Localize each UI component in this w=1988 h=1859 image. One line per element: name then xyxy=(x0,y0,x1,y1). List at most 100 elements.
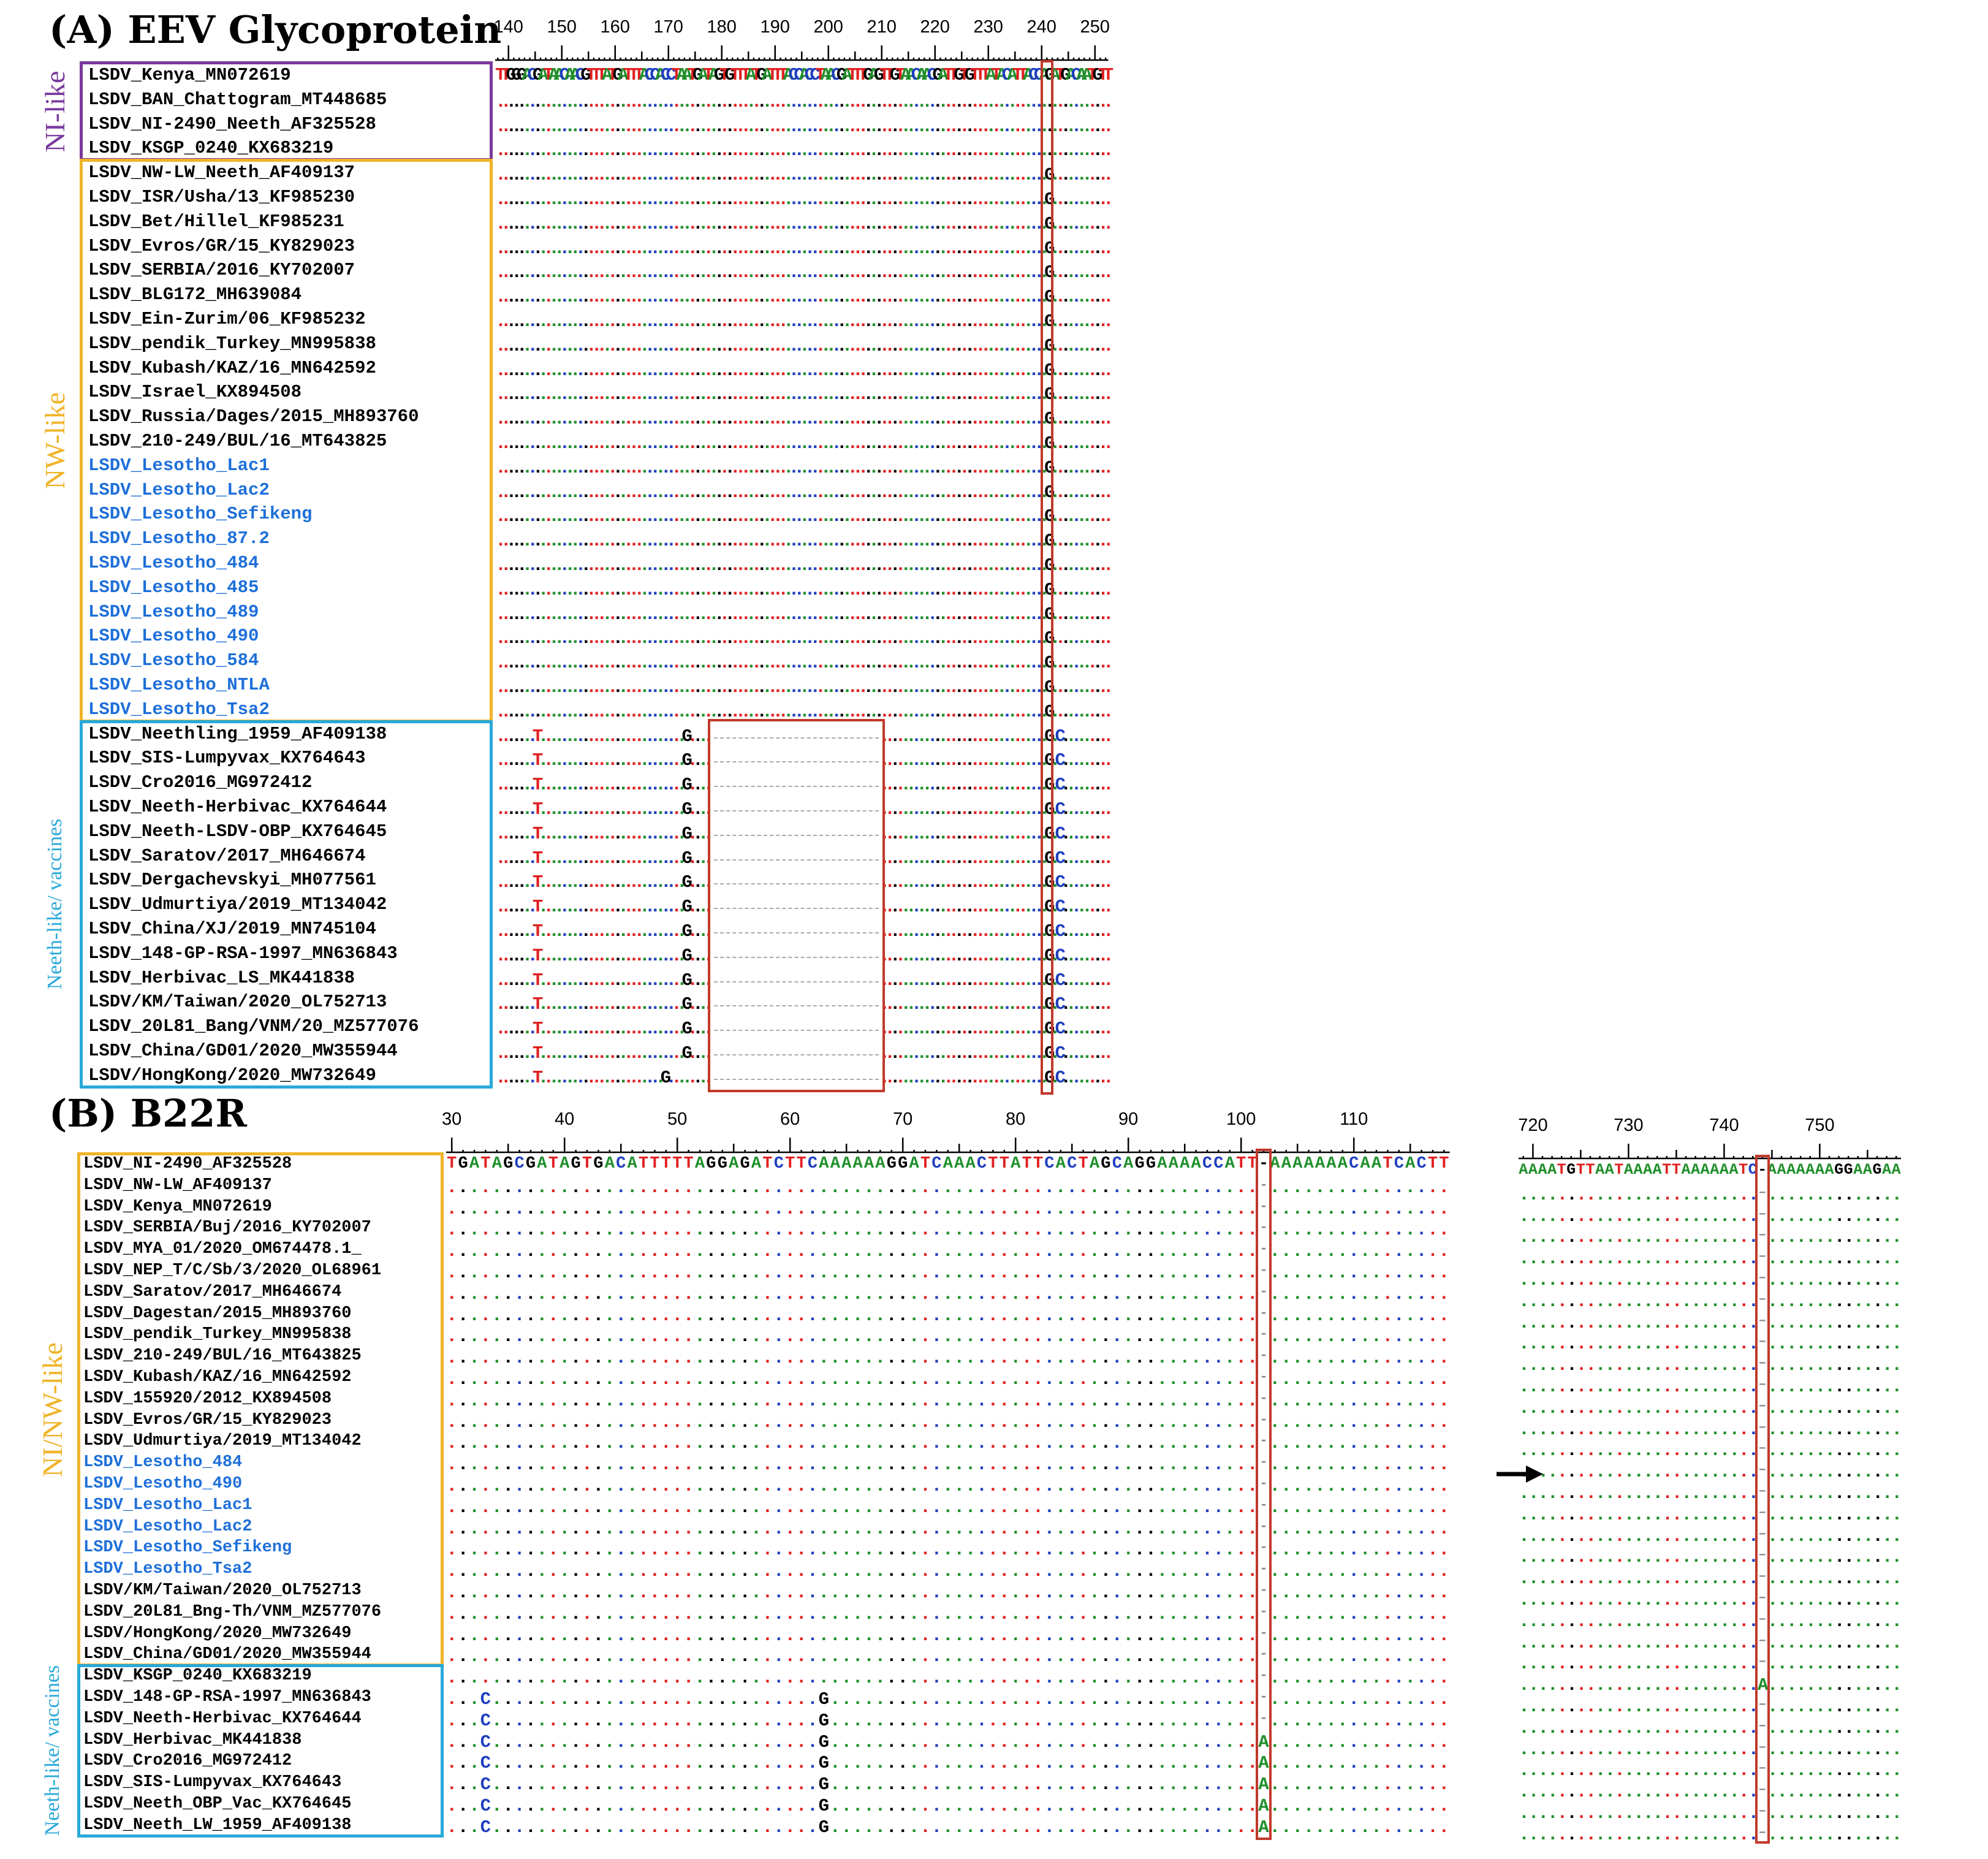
base: . xyxy=(1071,971,1077,990)
base: . xyxy=(564,898,570,916)
base: . xyxy=(570,922,575,941)
base: . xyxy=(559,728,564,746)
base: . xyxy=(805,166,810,184)
base: A xyxy=(708,66,714,84)
base: . xyxy=(527,484,533,502)
base: . xyxy=(1098,557,1103,575)
base: . xyxy=(1082,288,1087,306)
base: . xyxy=(730,532,735,550)
base: . xyxy=(1028,947,1034,965)
base: . xyxy=(1034,898,1039,916)
base: . xyxy=(645,800,650,819)
base: . xyxy=(698,751,704,770)
base: . xyxy=(650,995,655,1014)
base: . xyxy=(714,386,719,404)
base: . xyxy=(842,581,848,599)
base: . xyxy=(1028,776,1034,794)
base: . xyxy=(538,800,544,819)
base: . xyxy=(495,313,501,331)
base: . xyxy=(623,947,629,965)
base: . xyxy=(767,606,773,624)
base: . xyxy=(554,922,560,941)
base: . xyxy=(858,581,863,599)
base: . xyxy=(602,825,607,843)
base: . xyxy=(911,606,917,624)
base: . xyxy=(1007,264,1012,282)
base: . xyxy=(1023,654,1028,672)
base: . xyxy=(772,337,778,355)
base: . xyxy=(645,898,650,916)
base: . xyxy=(932,435,938,453)
base: . xyxy=(991,532,996,550)
base: . xyxy=(698,1020,704,1038)
base: . xyxy=(517,654,522,672)
base: . xyxy=(1007,654,1012,672)
base: . xyxy=(570,484,575,502)
base: . xyxy=(602,484,607,502)
base: . xyxy=(666,728,671,746)
base: . xyxy=(916,995,922,1014)
base: . xyxy=(495,459,501,477)
base: . xyxy=(949,337,954,355)
base: . xyxy=(783,264,789,282)
base: . xyxy=(842,240,848,258)
base: . xyxy=(1103,313,1109,331)
base: . xyxy=(639,581,645,599)
base: . xyxy=(1012,118,1018,136)
base: . xyxy=(890,337,895,355)
base: . xyxy=(746,581,751,599)
base: . xyxy=(938,654,943,672)
base: . xyxy=(911,288,917,306)
base: . xyxy=(1018,679,1023,697)
base: . xyxy=(938,728,943,746)
base: . xyxy=(714,410,719,428)
base: . xyxy=(517,995,522,1014)
base: . xyxy=(794,606,799,624)
base: . xyxy=(922,922,927,941)
base: . xyxy=(756,142,762,160)
base: . xyxy=(969,93,975,112)
base: . xyxy=(1066,93,1071,112)
base: . xyxy=(943,362,949,380)
base: . xyxy=(831,118,837,136)
base: . xyxy=(501,166,506,184)
base: . xyxy=(698,93,704,112)
base: . xyxy=(852,142,858,160)
base: . xyxy=(756,386,762,404)
base: . xyxy=(618,264,623,282)
base: . xyxy=(815,166,821,184)
base: . xyxy=(618,971,623,990)
base: . xyxy=(517,459,522,477)
base: . xyxy=(554,728,560,746)
base: . xyxy=(564,288,570,306)
base: . xyxy=(740,93,746,112)
base: . xyxy=(1082,93,1087,112)
base: . xyxy=(719,557,724,575)
base: . xyxy=(655,362,661,380)
base: . xyxy=(724,581,730,599)
base: . xyxy=(890,362,895,380)
base: . xyxy=(842,215,848,234)
base: . xyxy=(570,410,575,428)
base: A xyxy=(548,66,554,84)
base: . xyxy=(895,995,901,1014)
base: . xyxy=(1087,166,1093,184)
base: . xyxy=(985,508,991,526)
base: . xyxy=(511,93,517,112)
base: . xyxy=(687,166,692,184)
base: . xyxy=(1007,971,1012,990)
base: . xyxy=(1082,313,1087,331)
base: . xyxy=(575,898,581,916)
base: . xyxy=(522,288,528,306)
base: . xyxy=(719,118,724,136)
base: . xyxy=(580,264,586,282)
base: C xyxy=(1055,947,1061,965)
base: . xyxy=(559,337,564,355)
base: . xyxy=(548,654,554,672)
base: . xyxy=(772,557,778,575)
base: . xyxy=(714,654,719,672)
base: . xyxy=(661,240,666,258)
base: . xyxy=(837,264,842,282)
base: . xyxy=(612,825,618,843)
base: . xyxy=(746,288,751,306)
